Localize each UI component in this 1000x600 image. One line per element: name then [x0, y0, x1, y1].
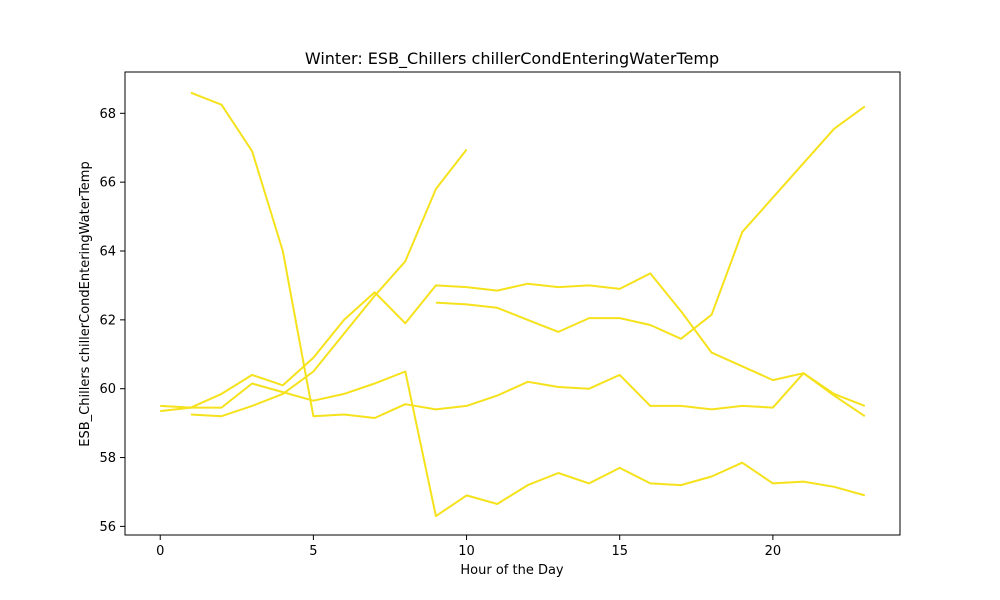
x-tick-label: 10 — [458, 544, 475, 559]
x-tick-label: 0 — [156, 544, 164, 559]
x-tick-label: 5 — [309, 544, 317, 559]
y-tick-label: 68 — [99, 107, 116, 122]
x-tick-label: 15 — [611, 544, 628, 559]
y-tick-label: 60 — [99, 382, 116, 397]
plot-area-frame — [124, 71, 901, 536]
chart-title: Winter: ESB_Chillers chillerCondEntering… — [305, 49, 719, 69]
series-line-5 — [466, 372, 866, 418]
series-layer — [160, 91, 866, 518]
x-tick-label: 20 — [765, 544, 782, 559]
y-axis-label: ESB_Chillers chillerCondEnteringWaterTem… — [78, 161, 93, 446]
series-line-7 — [435, 105, 866, 340]
y-tick-label: 66 — [99, 176, 116, 191]
series-line-6 — [466, 272, 866, 407]
y-tick-label: 58 — [99, 451, 116, 466]
x-axis-label: Hour of the Day — [460, 563, 564, 578]
y-tick-label: 56 — [99, 520, 116, 535]
y-axis-ticks: 56 58 60 62 64 66 68 — [99, 107, 125, 535]
series-line-2 — [160, 284, 467, 413]
x-axis-ticks: 0 5 10 15 20 — [156, 535, 781, 559]
y-tick-label: 62 — [99, 313, 116, 328]
series-line-4 — [160, 370, 866, 518]
series-line-3 — [190, 148, 468, 418]
y-tick-label: 64 — [99, 245, 116, 260]
series-line-1 — [190, 91, 467, 419]
